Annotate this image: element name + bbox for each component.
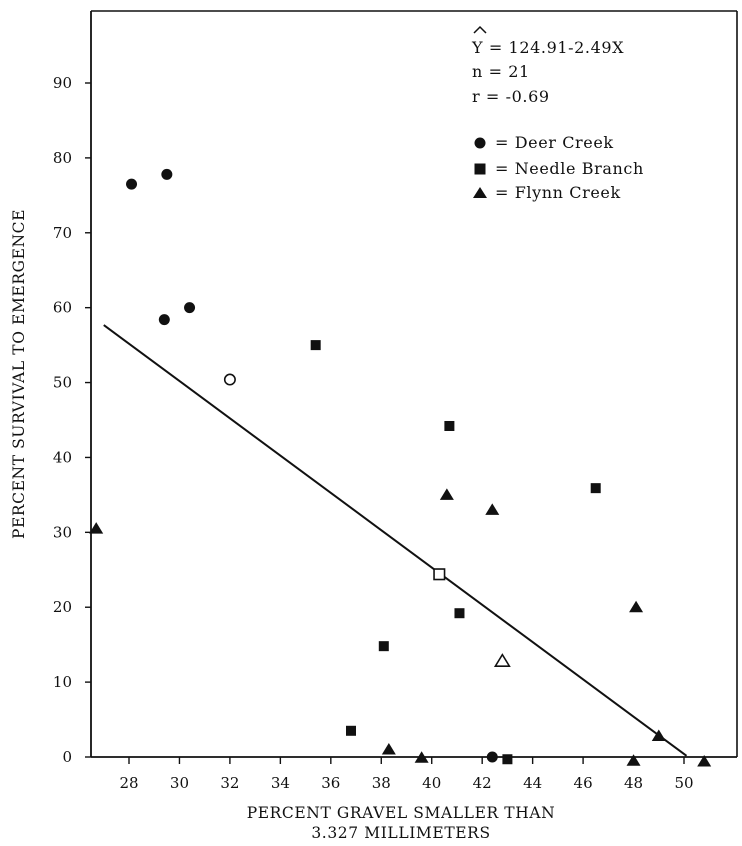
x-tick-label: 40 bbox=[422, 774, 441, 792]
x-tick-label: 28 bbox=[119, 774, 138, 792]
y-tick-label: 50 bbox=[53, 374, 72, 392]
deer-creek-point bbox=[126, 178, 138, 190]
sample-size: n = 21 bbox=[472, 62, 530, 81]
needle-branch-mean-point bbox=[433, 568, 446, 581]
flynn-creek-point bbox=[439, 488, 454, 500]
x-axis-title-line2: 3.327 MILLIMETERS bbox=[311, 824, 490, 842]
flynn-creek-point bbox=[651, 729, 666, 742]
needle-branch-point bbox=[454, 608, 465, 619]
needle-branch-point bbox=[502, 754, 513, 765]
y-tick-label: 0 bbox=[62, 748, 72, 766]
y-tick-label: 40 bbox=[53, 448, 72, 466]
x-tick-label: 34 bbox=[271, 774, 290, 792]
x-axis-ticks: 28 30 32 34 36 38 40 42 44 46 48 50 bbox=[119, 757, 694, 792]
flynn-creek-point bbox=[89, 522, 104, 534]
needle-branch-point bbox=[346, 725, 356, 736]
deer-creek-point bbox=[158, 314, 170, 326]
deer-creek-point bbox=[184, 302, 196, 314]
legend-label-deer-creek: = Deer Creek bbox=[495, 133, 614, 152]
x-tick-label: 38 bbox=[372, 774, 391, 792]
flynn-creek-point bbox=[697, 754, 712, 767]
flynn-creek-point bbox=[485, 503, 500, 515]
flynn-creek-point bbox=[381, 743, 396, 755]
legend: = Deer Creek = Needle Branch = Flynn Cre… bbox=[473, 133, 644, 202]
x-tick-label: 32 bbox=[220, 774, 239, 792]
data-points bbox=[89, 168, 712, 767]
regression-equation: Y = 124.91-2.49X bbox=[471, 38, 624, 57]
legend-label-flynn-creek: = Flynn Creek bbox=[495, 183, 621, 202]
x-tick-label: 50 bbox=[674, 774, 693, 792]
legend-square-icon bbox=[474, 163, 486, 175]
x-tick-label: 44 bbox=[523, 774, 542, 792]
y-hat-mark bbox=[473, 25, 487, 34]
flynn-creek-point bbox=[626, 754, 641, 766]
x-axis-title-line1: PERCENT GRAVEL SMALLER THAN bbox=[247, 804, 556, 822]
flynn-creek-point bbox=[414, 751, 429, 763]
y-tick-label: 30 bbox=[53, 523, 72, 541]
needle-branch-point bbox=[590, 483, 601, 494]
y-axis-ticks: 0 10 20 30 40 50 60 70 80 90 bbox=[53, 74, 91, 766]
legend-circle-icon bbox=[474, 137, 486, 149]
x-tick-label: 42 bbox=[473, 774, 492, 792]
deer-creek-point bbox=[161, 168, 173, 180]
deer-creek-mean-point bbox=[223, 373, 236, 386]
legend-label-needle-branch: = Needle Branch bbox=[495, 159, 644, 178]
legend-triangle-icon bbox=[473, 187, 487, 198]
y-tick-label: 80 bbox=[53, 149, 72, 167]
correlation-coefficient: r = -0.69 bbox=[472, 87, 550, 106]
regression-line-group bbox=[103, 324, 688, 757]
deer-creek-point bbox=[486, 751, 498, 763]
y-axis-title: PERCENT SURVIVAL TO EMERGENCE bbox=[10, 209, 28, 539]
needle-branch-point bbox=[378, 641, 389, 652]
y-tick-label: 60 bbox=[53, 299, 72, 317]
x-tick-label: 36 bbox=[321, 774, 340, 792]
y-tick-label: 70 bbox=[53, 224, 72, 242]
x-tick-label: 48 bbox=[624, 774, 643, 792]
needle-branch-point bbox=[444, 420, 455, 431]
x-tick-label: 30 bbox=[170, 774, 189, 792]
regression-line bbox=[103, 324, 688, 757]
needle-branch-point bbox=[310, 340, 321, 351]
plot-frame bbox=[90, 10, 738, 758]
y-tick-label: 20 bbox=[53, 598, 72, 616]
y-tick-label: 90 bbox=[53, 74, 72, 92]
flynn-creek-point bbox=[629, 600, 644, 613]
y-tick-label: 10 bbox=[53, 673, 72, 691]
flynn-creek-mean-point bbox=[493, 653, 511, 667]
x-tick-label: 46 bbox=[574, 774, 593, 792]
